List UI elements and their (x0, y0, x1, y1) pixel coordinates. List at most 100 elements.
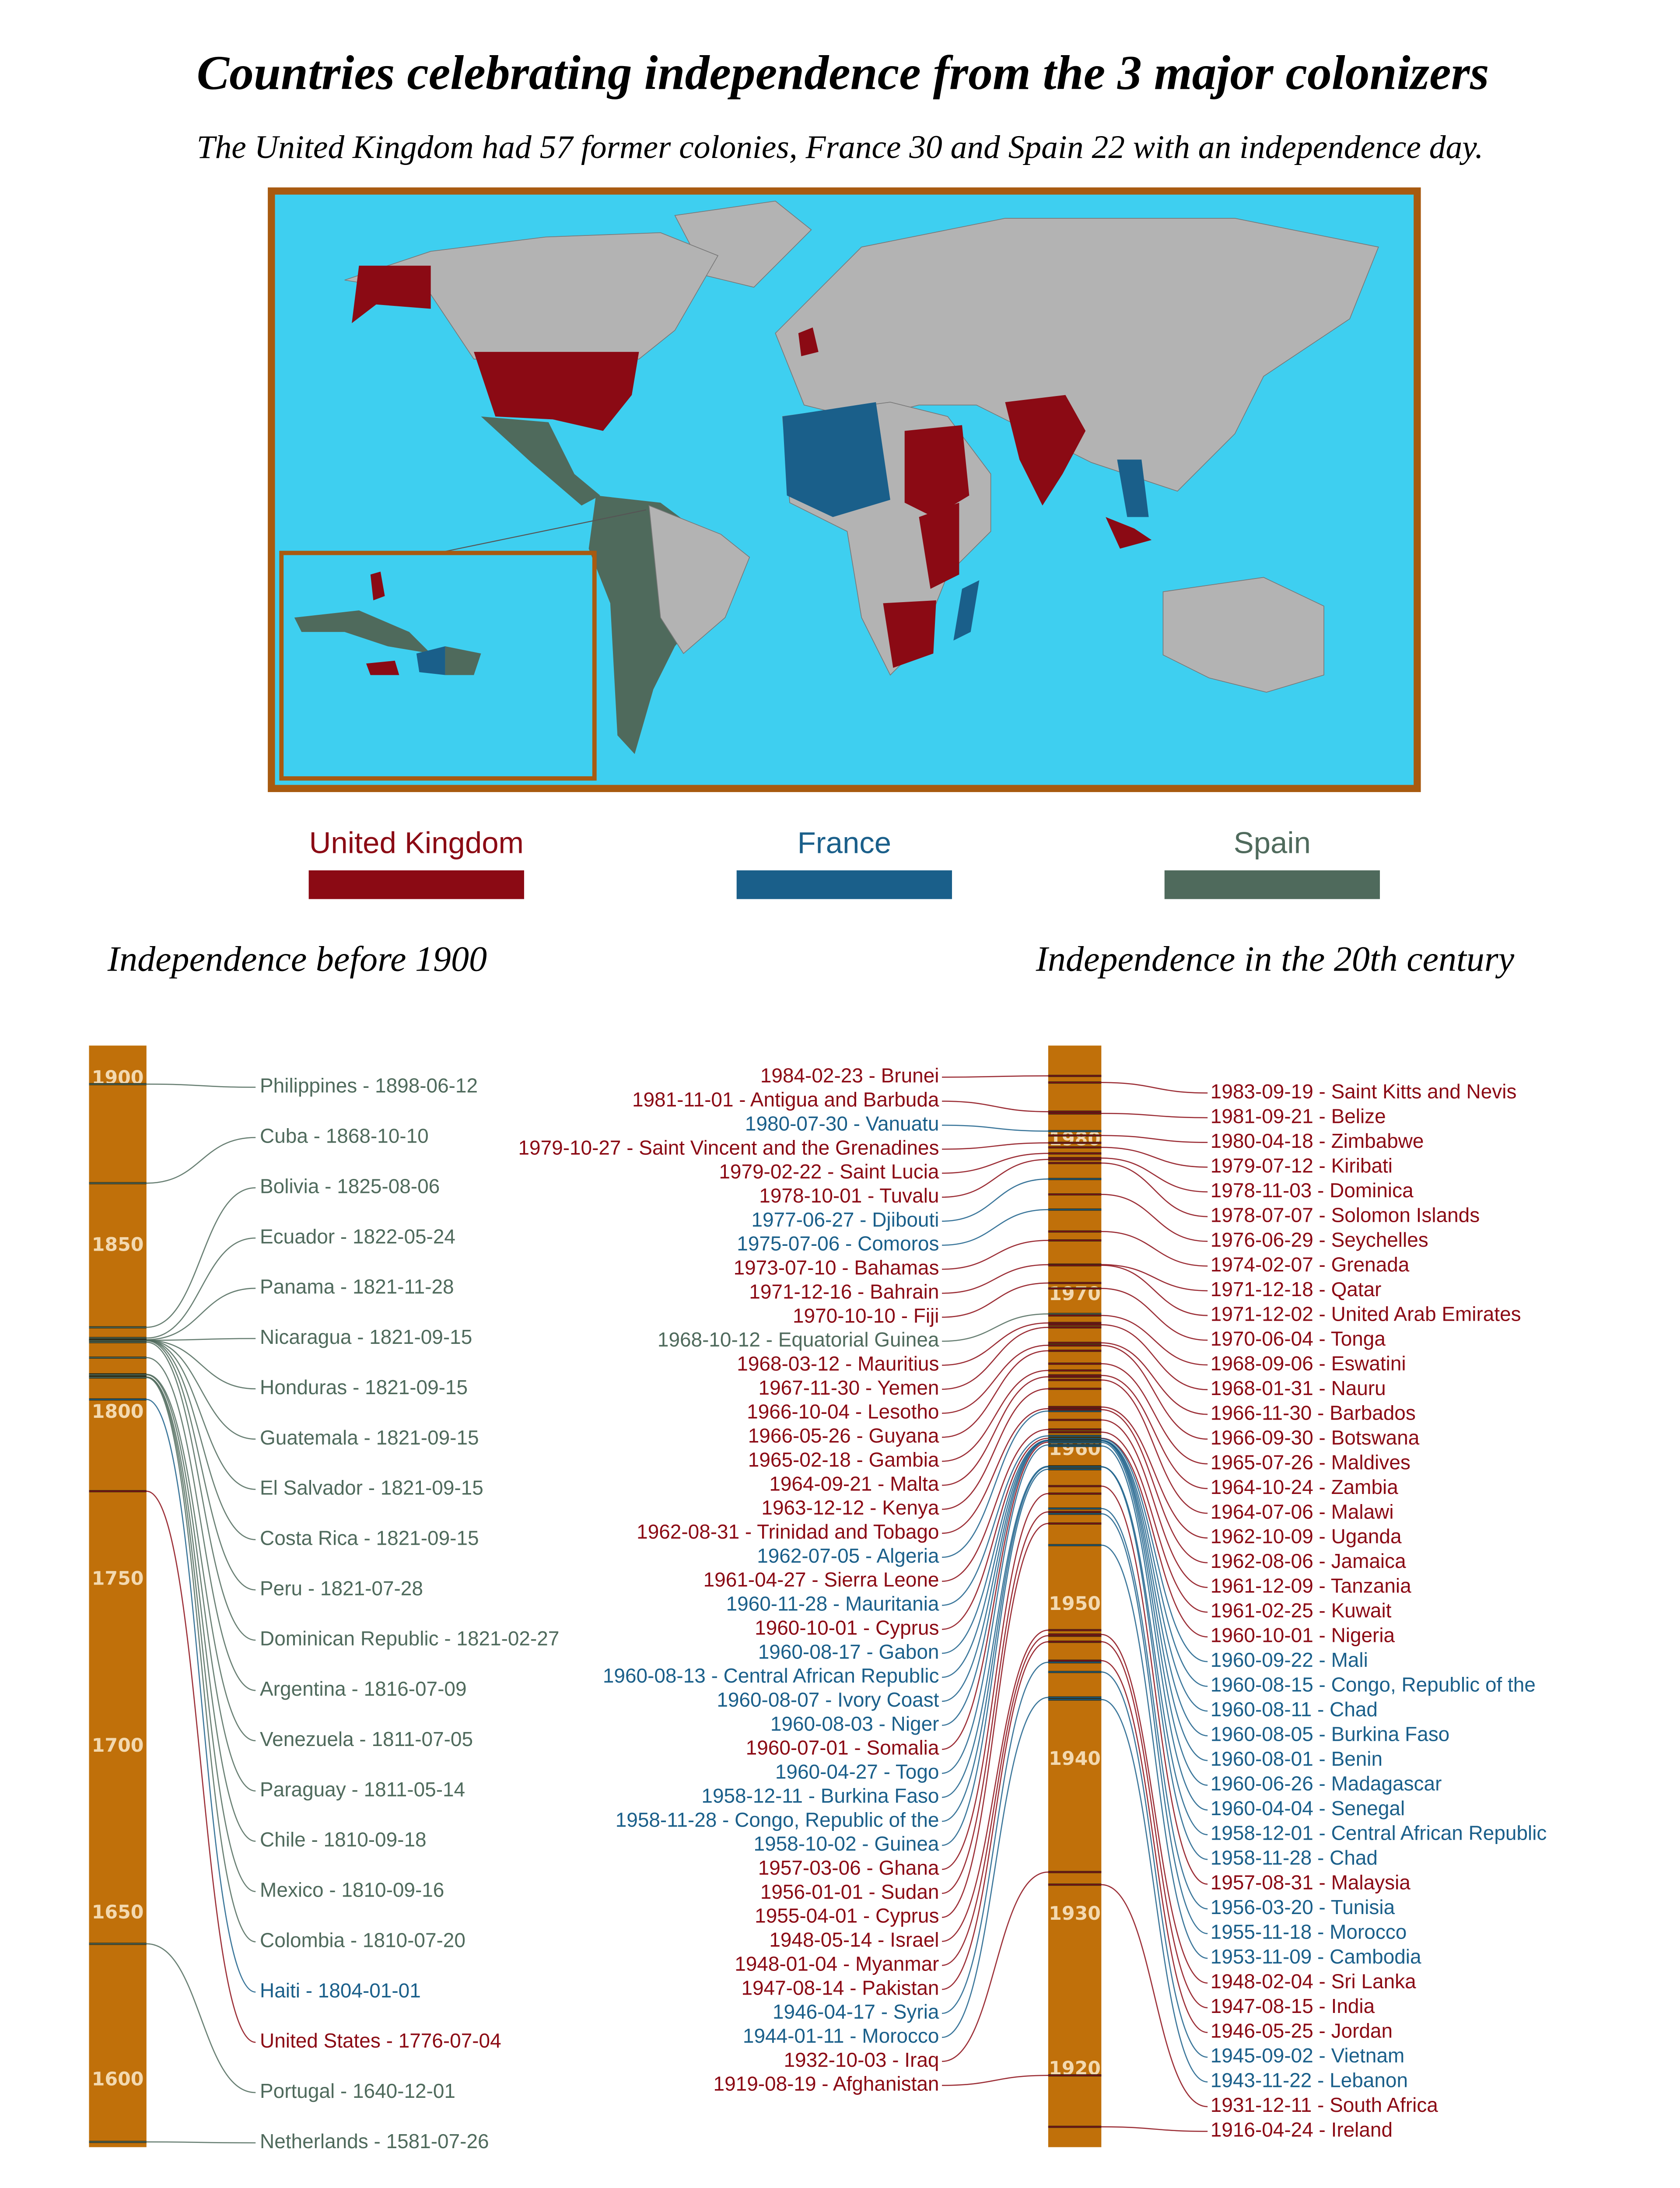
connector (1048, 1440, 1208, 1761)
connector (942, 1469, 1102, 1846)
country-label: 1966-11-30 - Barbados (1211, 1401, 1416, 1424)
country-label: 1955-04-01 - Cyprus (755, 1904, 939, 1927)
country-label: 1978-11-03 - Dominica (1211, 1179, 1414, 1202)
connector (942, 1629, 1102, 1942)
connector (89, 1376, 256, 1842)
country-label: 1919-08-19 - Afghanistan (714, 2072, 939, 2095)
connector (942, 2075, 1102, 2086)
tick-label: 1970 (1049, 1283, 1101, 1305)
connector (1048, 1082, 1208, 1094)
country-label: 1958-11-28 - Chad (1211, 1846, 1378, 1869)
tick-label: 1750 (92, 1567, 144, 1589)
connector (1048, 1699, 1208, 2083)
connector (1048, 1157, 1208, 1192)
country-label: 1968-03-12 - Mauritius (737, 1352, 939, 1375)
country-label: 1970-06-04 - Tonga (1211, 1327, 1386, 1350)
land (648, 505, 750, 654)
country-label: 1957-03-06 - Ghana (758, 1856, 939, 1879)
connector (942, 1493, 1102, 1870)
country-label: 1947-08-14 - Pakistan (741, 1976, 939, 1999)
legend-label: France (798, 826, 891, 860)
connector (942, 1408, 1102, 1534)
land-fr (782, 402, 890, 517)
land-fr (1117, 459, 1149, 517)
connector (942, 1376, 1102, 1486)
connector (942, 1101, 1102, 1112)
connector (1048, 1147, 1208, 1168)
country-label: 1943-11-22 - Lebanon (1211, 2069, 1408, 2092)
connector (1048, 1466, 1208, 1860)
country-label: 1961-12-09 - Tanzania (1211, 1574, 1411, 1597)
country-label: 1979-10-27 - Saint Vincent and the Grena… (518, 1136, 939, 1159)
section-title: Independence in the 20th century (1036, 939, 1515, 979)
country-label: 1960-10-01 - Nigeria (1211, 1624, 1395, 1647)
connector (1048, 1634, 1208, 1984)
country-label: 1960-08-01 - Benin (1211, 1747, 1382, 1770)
section-title: Independence before 1900 (107, 939, 487, 979)
country-label: 1975-07-06 - Comoros (737, 1232, 939, 1255)
country-label: 1981-11-01 - Antigua and Barbuda (632, 1088, 939, 1111)
connector (942, 1641, 1102, 1990)
tick-label: 1950 (1049, 1593, 1101, 1615)
connector (89, 2141, 256, 2144)
country-label: 1965-02-18 - Gambia (748, 1448, 939, 1471)
connector (1048, 1438, 1208, 1662)
inset-connector (430, 509, 647, 555)
country-label: 1968-01-31 - Nauru (1211, 1377, 1386, 1399)
country-label: 1960-04-27 - Togo (775, 1760, 939, 1783)
country-label: 1946-05-25 - Jordan (1211, 2020, 1393, 2042)
country-label: Dominican Republic - 1821-02-27 (260, 1627, 559, 1650)
connector (1048, 1660, 1208, 2033)
country-label: Argentina - 1816-07-09 (260, 1677, 466, 1700)
connector (89, 1339, 256, 1440)
country-label: Bolivia - 1825-08-06 (260, 1175, 440, 1197)
connector (1048, 1194, 1208, 1242)
country-label: 1980-04-18 - Zimbabwe (1211, 1129, 1424, 1152)
country-label: 1964-10-24 - Zambia (1211, 1476, 1398, 1498)
country-label: Colombia - 1810-07-20 (260, 1929, 466, 1951)
country-label: 1960-08-07 - Ivory Coast (717, 1688, 939, 1711)
country-label: 1960-10-01 - Cyprus (755, 1616, 939, 1639)
connector (1048, 1288, 1208, 1341)
connector (89, 1374, 256, 1792)
country-label: 1978-10-01 - Tuvalu (759, 1184, 939, 1207)
connector (942, 1322, 1102, 1366)
country-label: 1977-06-27 - Djibouti (751, 1208, 939, 1231)
connector (942, 1511, 1102, 1894)
connector (1048, 1419, 1208, 1588)
connector (1048, 1363, 1208, 1465)
tick-label: 1930 (1049, 1903, 1101, 1925)
connector (1048, 1345, 1208, 1440)
country-label: 1931-12-11 - South Africa (1211, 2093, 1438, 2116)
connector (1048, 1315, 1208, 1366)
country-label: 1971-12-16 - Bahrain (749, 1280, 939, 1303)
connector (89, 1339, 256, 1390)
country-label: Venezuela - 1811-07-05 (260, 1728, 473, 1750)
land-uk (366, 660, 399, 675)
tick-label: 1850 (92, 1234, 144, 1256)
country-label: 1962-10-09 - Uganda (1211, 1525, 1402, 1548)
land-es (481, 416, 600, 506)
tick-label: 1650 (92, 1901, 144, 1923)
connector (89, 1083, 256, 1088)
legend-swatch (308, 870, 524, 899)
legend-swatch (736, 870, 952, 899)
country-label: 1946-04-17 - Syria (773, 2000, 939, 2023)
land-uk (883, 600, 936, 668)
connector (942, 1466, 1102, 1822)
connector (89, 1340, 256, 1591)
country-label: 1956-01-01 - Sudan (760, 1880, 939, 1903)
country-label: 1966-10-04 - Lesotho (747, 1400, 939, 1423)
country-label: 1960-09-22 - Mali (1211, 1648, 1368, 1671)
connector (89, 1187, 256, 1328)
legend-swatch (1164, 870, 1380, 899)
country-label: 1980-07-30 - Vanuatu (745, 1112, 939, 1135)
connector (1048, 2126, 1208, 2132)
connector (942, 1240, 1102, 1270)
country-label: Netherlands - 1581-07-26 (260, 2130, 489, 2153)
connector (942, 1439, 1102, 1654)
country-label: Guatemala - 1821-09-15 (260, 1426, 479, 1449)
connector (942, 1388, 1102, 1510)
